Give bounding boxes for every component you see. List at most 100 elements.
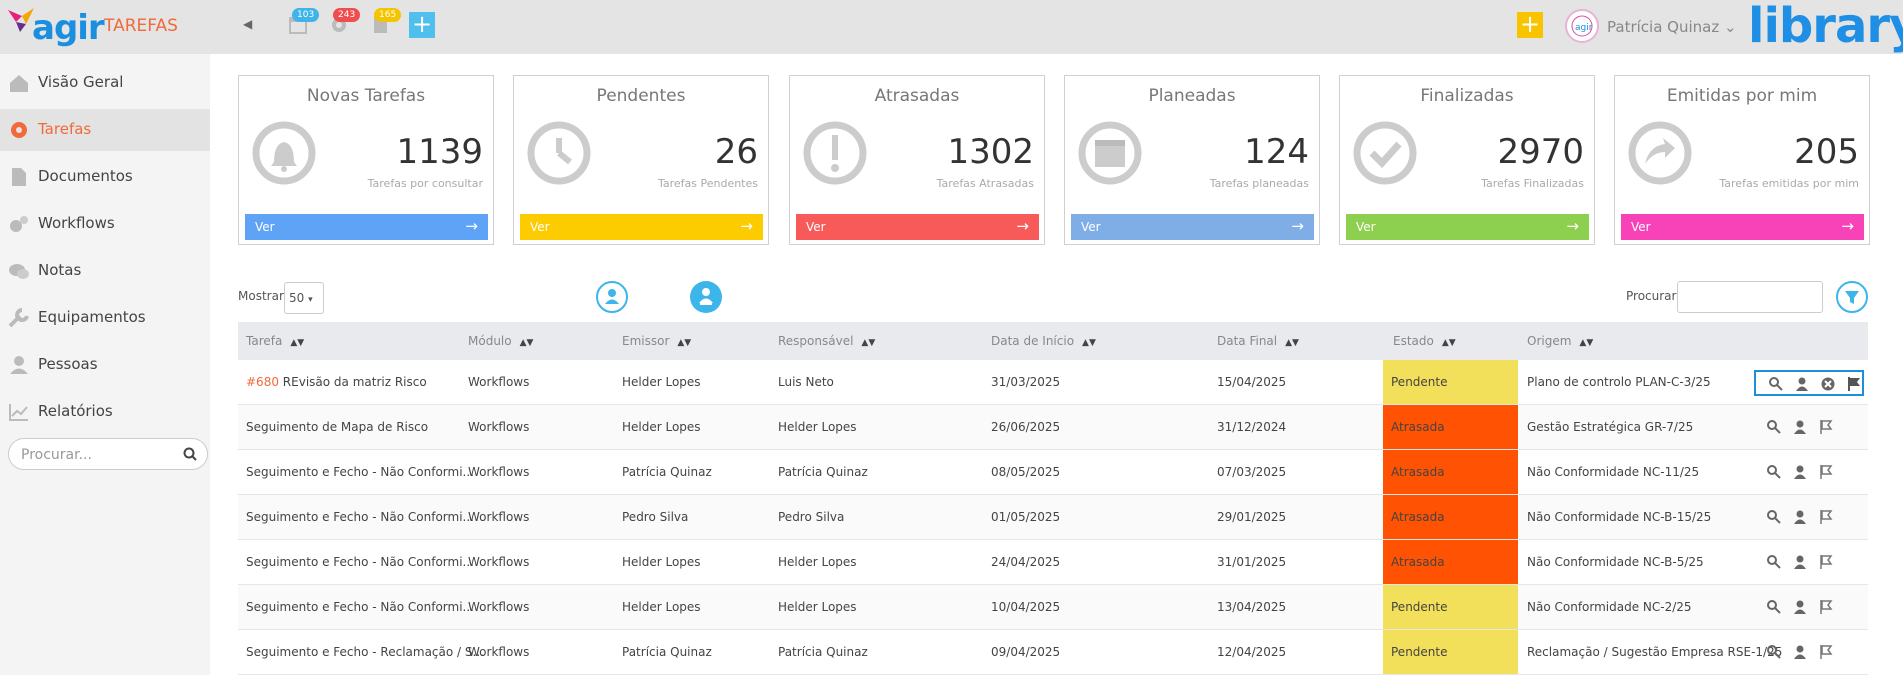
- table-row[interactable]: Seguimento e Fecho - Não Conformi... Work…: [238, 585, 1868, 630]
- cell-tarefa[interactable]: Seguimento e Fecho - Não Conformi...: [246, 555, 474, 569]
- flag-icon[interactable]: [1818, 554, 1834, 570]
- card-subtitle: Tarefas emitidas por mim: [1719, 177, 1859, 190]
- tasks-notifications-button[interactable]: 243: [330, 8, 361, 34]
- user-name: Patrícia Quinaz: [1607, 18, 1720, 36]
- cell-tarefa[interactable]: #680 REvisão da matriz Risco: [246, 375, 427, 389]
- column-header-origem[interactable]: Origem ▲▼: [1527, 334, 1593, 348]
- issued-tasks-filter-button[interactable]: [690, 281, 722, 313]
- user-menu[interactable]: Patrícia Quinaz ⌄: [1607, 18, 1737, 36]
- my-tasks-filter-button[interactable]: [596, 281, 628, 313]
- documents-notifications-button[interactable]: 165: [371, 8, 402, 34]
- sidebar-item-notas[interactable]: Notas: [0, 250, 210, 292]
- chart-icon: [9, 404, 28, 421]
- arrow-right-icon: →: [1016, 217, 1029, 235]
- sidebar-item-relatorios[interactable]: Relatórios: [0, 391, 210, 433]
- column-header-estado[interactable]: Estado ▲▼: [1393, 334, 1456, 348]
- filter-button[interactable]: [1836, 281, 1868, 313]
- card-view-button[interactable]: Ver →: [1621, 214, 1864, 240]
- flag-icon[interactable]: [1818, 599, 1834, 615]
- column-header-data-inicio[interactable]: Data de Início ▲▼: [991, 334, 1096, 348]
- column-header-tarefa[interactable]: Tarefa ▲▼: [246, 334, 304, 348]
- card-view-button[interactable]: Ver →: [245, 214, 488, 240]
- person-icon[interactable]: [1792, 644, 1808, 660]
- agir-logo[interactable]: agir: [6, 4, 105, 50]
- column-header-responsavel[interactable]: Responsável ▲▼: [778, 334, 875, 348]
- cell-responsavel: Luis Neto: [778, 375, 834, 389]
- cell-inicio: 08/05/2025: [991, 465, 1061, 479]
- cell-tarefa[interactable]: Seguimento e Fecho - Não Conformi...: [246, 600, 474, 614]
- cell-tarefa[interactable]: Seguimento e Fecho - Não Conformi...: [246, 465, 474, 479]
- flag-icon[interactable]: [1818, 644, 1834, 660]
- sort-icon: ▲▼: [1285, 338, 1299, 348]
- funnel-icon: [1845, 291, 1859, 304]
- cell-tarefa[interactable]: Seguimento e Fecho - Reclamação / S...: [246, 645, 484, 659]
- collapse-sidebar-button[interactable]: ◀: [243, 17, 253, 31]
- person-icon[interactable]: [1794, 376, 1810, 392]
- table-row[interactable]: Seguimento e Fecho - Reclamação / S... Wo…: [238, 630, 1868, 675]
- sidebar-item-tarefas[interactable]: Tarefas: [0, 109, 210, 151]
- sidebar-item-visao-geral[interactable]: Visão Geral: [0, 62, 210, 104]
- column-header-emissor[interactable]: Emissor ▲▼: [622, 334, 691, 348]
- cell-tarefa[interactable]: Seguimento de Mapa de Risco: [246, 420, 428, 434]
- arrow-right-icon: →: [465, 217, 478, 235]
- card-view-button[interactable]: Ver →: [1346, 214, 1589, 240]
- sidebar-search-input[interactable]: Procurar...: [8, 438, 208, 470]
- person-icon[interactable]: [1792, 464, 1808, 480]
- table-row[interactable]: Seguimento e Fecho - Não Conformi... Work…: [238, 450, 1868, 495]
- sidebar-item-equipamentos[interactable]: Equipamentos: [0, 297, 210, 339]
- flag-icon[interactable]: [1818, 509, 1834, 525]
- cell-emissor: Patrícia Quinaz: [622, 645, 712, 659]
- avatar[interactable]: agir: [1565, 9, 1599, 43]
- add-button[interactable]: +: [409, 12, 435, 38]
- sidebar-item-workflows[interactable]: Workflows: [0, 203, 210, 245]
- search-icon[interactable]: [1766, 419, 1782, 435]
- person-icon[interactable]: [1792, 554, 1808, 570]
- cell-modulo: Workflows: [468, 645, 530, 659]
- column-header-data-final[interactable]: Data Final ▲▼: [1217, 334, 1299, 348]
- card-view-button[interactable]: Ver →: [520, 214, 763, 240]
- cell-responsavel: Helder Lopes: [778, 420, 857, 434]
- table-row[interactable]: Seguimento de Mapa de Risco Workflows Held…: [238, 405, 1868, 450]
- table-search-input[interactable]: [1677, 281, 1823, 313]
- search-icon[interactable]: [1768, 376, 1784, 392]
- quick-add-button[interactable]: +: [1517, 12, 1543, 38]
- flag-icon[interactable]: [1818, 464, 1834, 480]
- card-value: 205: [1794, 132, 1859, 172]
- task-id[interactable]: #680: [246, 375, 279, 389]
- flag-icon[interactable]: [1846, 376, 1862, 392]
- table-row[interactable]: Seguimento e Fecho - Não Conformi... Work…: [238, 540, 1868, 585]
- person-icon[interactable]: [1792, 509, 1808, 525]
- search-icon[interactable]: [1766, 464, 1782, 480]
- search-icon[interactable]: [1766, 554, 1782, 570]
- cell-tarefa[interactable]: Seguimento e Fecho - Não Conformi...: [246, 510, 474, 524]
- column-label: Estado: [1393, 334, 1434, 348]
- cell-responsavel: Patrícia Quinaz: [778, 465, 868, 479]
- calendar-notifications-button[interactable]: 103: [289, 8, 320, 34]
- sidebar-item-documentos[interactable]: Documentos: [0, 156, 210, 198]
- card-value: 124: [1244, 132, 1309, 172]
- search-icon[interactable]: [1766, 599, 1782, 615]
- sidebar-item-pessoas[interactable]: Pessoas: [0, 344, 210, 386]
- column-header-modulo[interactable]: Módulo ▲▼: [468, 334, 533, 348]
- card-view-button[interactable]: Ver →: [1071, 214, 1314, 240]
- cancel-icon[interactable]: [1820, 376, 1836, 392]
- sidebar-item-label: Workflows: [38, 214, 115, 232]
- view-label: Ver: [255, 220, 275, 234]
- search-icon[interactable]: [1766, 644, 1782, 660]
- person-icon[interactable]: [1792, 599, 1808, 615]
- flag-icon[interactable]: [1818, 419, 1834, 435]
- card-view-button[interactable]: Ver →: [796, 214, 1039, 240]
- row-actions: [1754, 370, 1864, 396]
- person-icon[interactable]: [1792, 419, 1808, 435]
- gear-icon: [11, 122, 27, 138]
- table-row[interactable]: Seguimento e Fecho - Não Conformi... Work…: [238, 495, 1868, 540]
- search-icon[interactable]: [1766, 509, 1782, 525]
- page-size-select[interactable]: 50 ▾: [284, 282, 324, 314]
- person-icon: [10, 356, 28, 374]
- card-title: Pendentes: [596, 86, 686, 106]
- page-size-value: 50: [289, 291, 305, 305]
- table-row[interactable]: #680 REvisão da matriz Risco Workflows Hel…: [238, 360, 1868, 405]
- column-label: Data de Início: [991, 334, 1075, 348]
- cell-responsavel: Helder Lopes: [778, 555, 857, 569]
- sidebar-item-label: Pessoas: [38, 355, 98, 373]
